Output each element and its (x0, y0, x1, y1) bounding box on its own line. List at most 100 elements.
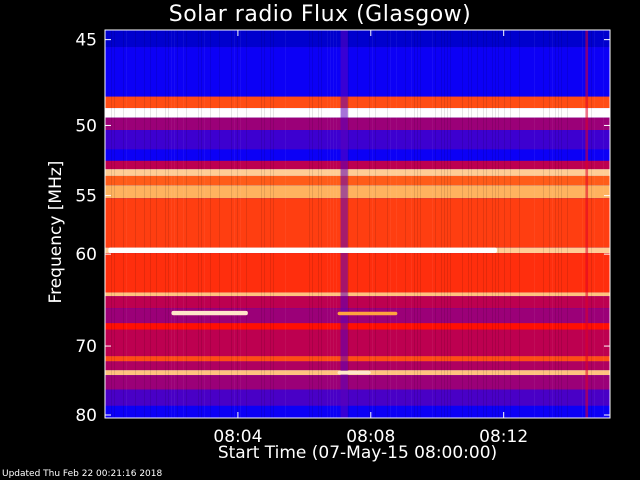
y-axis-ticks: 45 50 55 60 70 80 (75, 31, 610, 426)
frequency-band (105, 175, 610, 186)
texture-stripe (165, 30, 166, 418)
texture-stripe (372, 30, 373, 418)
texture-stripe (519, 30, 520, 418)
texture-stripe (111, 30, 112, 418)
texture-stripe (234, 30, 235, 418)
frequency-band (105, 149, 610, 161)
texture-stripe (567, 30, 568, 418)
frequency-band (105, 405, 610, 418)
texture-stripe (510, 30, 511, 418)
texture-stripe (126, 30, 127, 418)
y-tick-label: 55 (75, 187, 97, 207)
texture-stripe (594, 30, 595, 418)
frequency-band (105, 292, 610, 297)
frequency-band (105, 329, 610, 357)
texture-stripe (417, 30, 418, 418)
texture-stripe (150, 30, 151, 418)
texture-stripe (450, 30, 451, 418)
y-tick-label: 80 (75, 406, 97, 426)
x-tick-label: 08:08 (346, 427, 395, 447)
texture-stripe (582, 30, 583, 418)
texture-stripe (396, 30, 397, 418)
texture-stripe (186, 30, 187, 418)
frequency-band (105, 361, 610, 371)
x-axis-ticks: 08:04 08:08 08:12 (213, 30, 528, 447)
texture-stripe (114, 30, 115, 418)
texture-stripe (468, 30, 469, 418)
texture-stripe (168, 30, 169, 418)
texture-stripe (387, 30, 388, 418)
texture-stripe (183, 30, 184, 418)
texture-stripe (486, 30, 487, 418)
frequency-band (105, 185, 610, 199)
texture-stripe (420, 30, 421, 418)
texture-stripe (135, 30, 136, 418)
chart-title: Solar radio Flux (Glasgow) (168, 2, 472, 27)
texture-stripe (312, 30, 313, 418)
texture-stripe (435, 30, 436, 418)
frequency-band (105, 389, 610, 406)
texture-stripe (471, 30, 472, 418)
burst (337, 370, 371, 375)
texture-stripe (336, 30, 337, 418)
frequency-band (105, 356, 610, 362)
texture-stripe (240, 30, 241, 418)
texture-stripe (219, 30, 220, 418)
texture-stripe (411, 30, 412, 418)
texture-stripe (552, 30, 553, 418)
texture-stripe (462, 30, 463, 418)
texture-stripe (432, 30, 433, 418)
texture-stripe (498, 30, 499, 418)
updated-timestamp: Updated Thu Feb 22 00:21:16 2018 (2, 469, 163, 479)
texture-stripe (348, 30, 349, 418)
texture-stripe (561, 30, 562, 418)
texture-stripe (261, 30, 262, 418)
texture-stripe (558, 30, 559, 418)
texture-stripe (555, 30, 556, 418)
texture-stripe (534, 30, 535, 418)
texture-stripe (231, 30, 232, 418)
texture-stripe (405, 30, 406, 418)
texture-stripe (390, 30, 391, 418)
texture-stripe (492, 30, 493, 418)
frequency-band (105, 323, 610, 330)
frequency-band (105, 375, 610, 390)
x-axis-label: Start Time (07-May-15 08:00:00) (217, 443, 498, 463)
x-tick-label: 08:12 (479, 427, 528, 447)
texture-stripe (543, 30, 544, 418)
plot-frame (104, 29, 611, 419)
texture-stripe (318, 30, 319, 418)
vertical-feature (340, 30, 348, 418)
texture-stripe (171, 30, 172, 418)
texture-stripe (270, 30, 271, 418)
texture-stripe (123, 30, 124, 418)
frequency-band (105, 96, 610, 109)
texture-stripe (210, 30, 211, 418)
y-tick-label: 60 (75, 245, 97, 265)
frequency-band (105, 47, 610, 97)
texture-stripe (174, 30, 175, 418)
spectrogram-heatmap (105, 30, 610, 418)
texture-stripe (177, 30, 178, 418)
frequency-band (105, 296, 610, 309)
y-tick-label: 70 (75, 337, 97, 357)
texture-stripe (441, 30, 442, 418)
burst (171, 310, 248, 316)
texture-stripe (603, 30, 604, 418)
burst (337, 311, 398, 316)
texture-stripe (330, 30, 331, 418)
y-tick-label: 50 (75, 116, 97, 136)
texture-stripe (327, 30, 328, 418)
frequency-band (105, 108, 610, 118)
texture-stripe (369, 30, 370, 418)
texture-stripe (321, 30, 322, 418)
texture-stripe (447, 30, 448, 418)
frequency-band (105, 253, 610, 293)
texture-stripe (156, 30, 157, 418)
texture-stripe (504, 30, 505, 418)
texture-stripe (357, 30, 358, 418)
texture-stripe (549, 30, 550, 418)
texture-stripe (204, 30, 205, 418)
y-tick-label: 45 (75, 31, 97, 51)
